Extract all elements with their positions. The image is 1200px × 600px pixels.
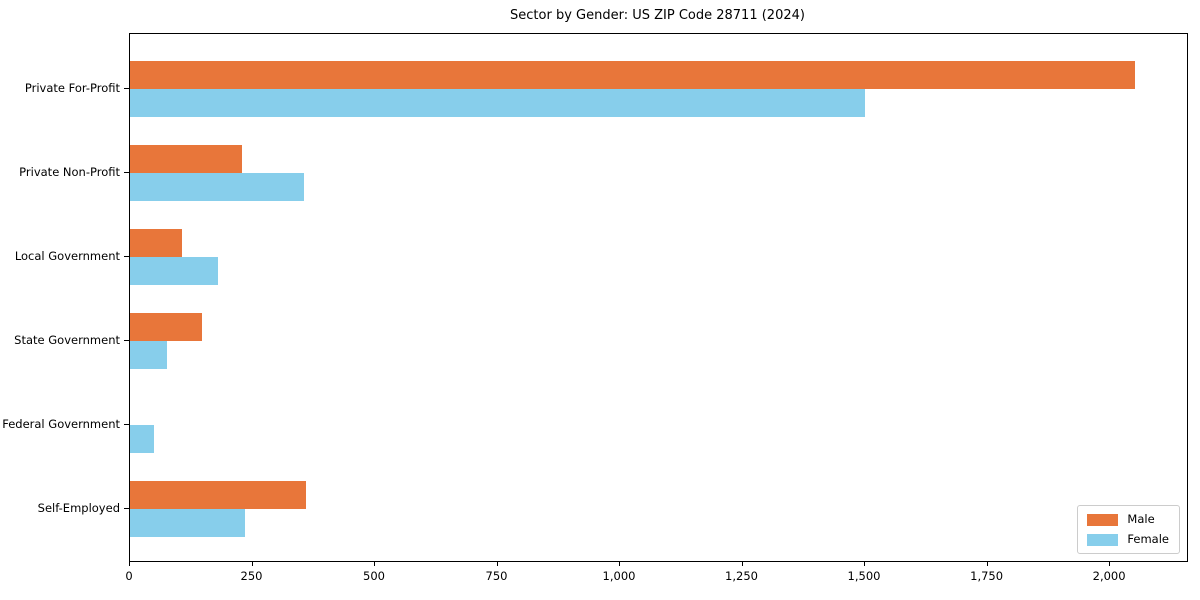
x-axis-tick-label: 250 bbox=[240, 569, 263, 583]
x-axis-tick-label: 1,500 bbox=[847, 569, 881, 583]
chart-title: Sector by Gender: US ZIP Code 28711 (202… bbox=[510, 8, 805, 23]
x-tick-mark bbox=[374, 561, 376, 566]
legend-item-female: Female bbox=[1087, 533, 1169, 546]
bar-female-self-employed bbox=[130, 509, 246, 537]
bar-male-private-non-profit bbox=[130, 145, 242, 173]
x-axis-tick-label: 1,000 bbox=[602, 569, 636, 583]
plot-area: Male Female bbox=[129, 33, 1188, 562]
x-axis-tick-label: 0 bbox=[125, 569, 133, 583]
bar-female-local-government bbox=[130, 257, 219, 285]
x-tick-mark bbox=[251, 561, 253, 566]
bar-female-private-for-profit bbox=[130, 89, 865, 117]
x-tick-mark bbox=[496, 561, 498, 566]
bar-female-federal-government bbox=[130, 425, 154, 453]
male-series-swatch bbox=[1087, 513, 1119, 526]
bar-male-local-government bbox=[130, 229, 183, 257]
legend: Male Female bbox=[1077, 505, 1180, 554]
y-tick-mark bbox=[124, 172, 129, 174]
legend-label-male: Male bbox=[1127, 512, 1155, 526]
y-tick-mark bbox=[124, 508, 129, 510]
x-tick-mark bbox=[1109, 561, 1111, 566]
bar-female-private-non-profit bbox=[130, 173, 304, 201]
x-tick-mark bbox=[741, 561, 743, 566]
bar-male-state-government bbox=[130, 313, 202, 341]
x-tick-mark bbox=[986, 561, 988, 566]
y-axis-label: State Government bbox=[14, 333, 120, 347]
y-axis-label: Local Government bbox=[14, 249, 120, 263]
legend-item-male: Male bbox=[1087, 513, 1169, 526]
x-axis-tick-label: 1,250 bbox=[725, 569, 758, 583]
x-tick-mark bbox=[864, 561, 866, 566]
y-axis-label: Self-Employed bbox=[37, 501, 120, 515]
x-axis-tick-label: 1,750 bbox=[970, 569, 1004, 583]
legend-label-female: Female bbox=[1127, 532, 1169, 546]
bar-male-private-for-profit bbox=[130, 61, 1135, 89]
bar-male-self-employed bbox=[130, 481, 307, 509]
x-axis-tick-label: 750 bbox=[485, 569, 508, 583]
bar-female-state-government bbox=[130, 341, 167, 369]
y-tick-mark bbox=[124, 256, 129, 258]
y-tick-mark bbox=[124, 340, 129, 342]
y-tick-mark bbox=[124, 88, 129, 90]
y-axis-label: Private Non-Profit bbox=[19, 165, 120, 179]
female-series-swatch bbox=[1087, 533, 1119, 546]
x-tick-mark bbox=[129, 561, 131, 566]
x-axis-tick-label: 2,000 bbox=[1092, 569, 1126, 583]
y-axis-label: Private For-Profit bbox=[24, 81, 120, 95]
y-axis-label: Federal Government bbox=[2, 417, 120, 431]
x-tick-mark bbox=[619, 561, 621, 566]
y-tick-mark bbox=[124, 424, 129, 426]
x-axis-tick-label: 500 bbox=[363, 569, 385, 583]
